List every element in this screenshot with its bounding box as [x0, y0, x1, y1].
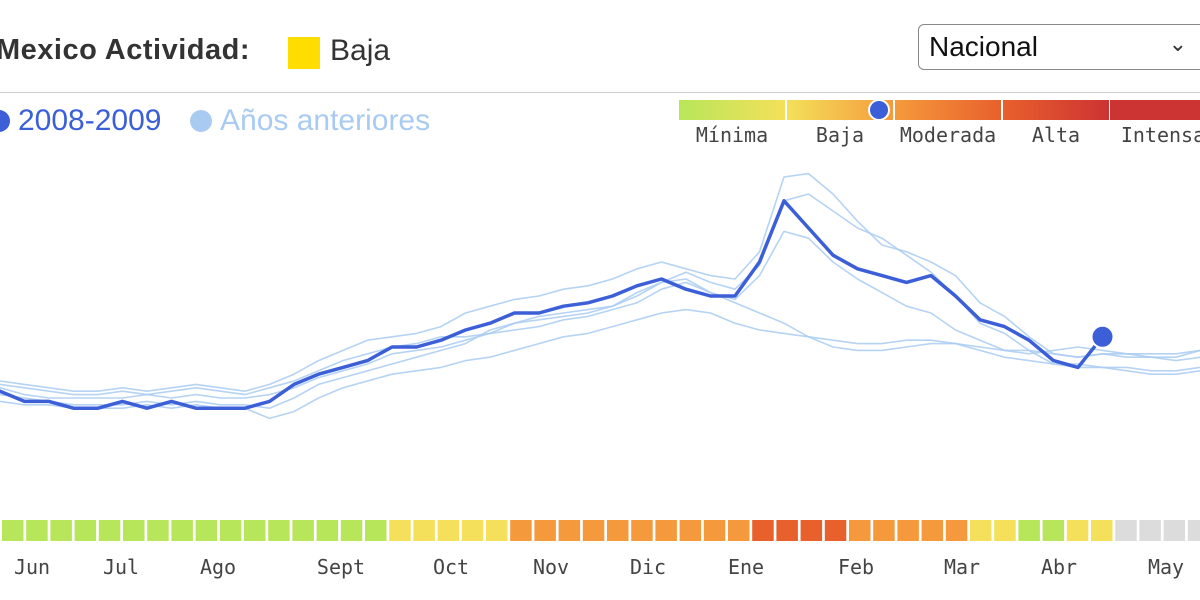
week-cell[interactable]: [244, 520, 266, 541]
series-line-previous-3: [0, 193, 1200, 409]
week-cell[interactable]: [703, 520, 726, 541]
region-select-value: Nacional: [929, 31, 1038, 62]
chart-lines: [0, 172, 1200, 420]
week-cell[interactable]: [776, 520, 798, 541]
month-label: Jun: [14, 555, 50, 579]
scale-current-marker: [868, 99, 890, 121]
series-line-previous-1: [0, 230, 1200, 399]
week-cell[interactable]: [268, 520, 290, 541]
week-cell[interactable]: [921, 520, 944, 541]
month-label: Dic: [630, 555, 666, 579]
month-label: Mar: [944, 555, 980, 579]
activity-level-swatch: [288, 37, 320, 69]
week-cell[interactable]: [340, 520, 363, 541]
week-cell[interactable]: [849, 520, 871, 541]
week-cell[interactable]: [74, 520, 97, 541]
month-label: Oct: [433, 555, 469, 579]
week-cell[interactable]: [50, 520, 72, 541]
week-cell[interactable]: [1115, 520, 1137, 541]
week-cell[interactable]: [389, 520, 411, 541]
week-cell[interactable]: [123, 520, 145, 541]
week-cell[interactable]: [582, 520, 605, 541]
chevron-down-icon: ⌄: [1168, 31, 1187, 56]
week-cell[interactable]: [800, 520, 823, 541]
header: Mexico Actividad: Baja Nacional ⌄: [0, 0, 1200, 92]
month-label: Feb: [838, 555, 874, 579]
month-label: Nov: [533, 555, 569, 579]
week-cell[interactable]: [679, 520, 702, 541]
week-cell[interactable]: [98, 520, 121, 541]
weekly-activity-strip: [2, 520, 1200, 541]
scale-label-1: Baja: [816, 123, 864, 147]
scale-segment-0: [679, 100, 785, 120]
week-cell[interactable]: [461, 520, 484, 541]
week-cell[interactable]: [994, 520, 1016, 541]
week-cell[interactable]: [316, 520, 339, 541]
legend-previous[interactable]: Años anteriores: [190, 104, 430, 138]
week-cell[interactable]: [486, 520, 508, 541]
month-label: Abr: [1041, 555, 1077, 579]
week-cell[interactable]: [510, 520, 532, 541]
scale-segment-4: [1110, 100, 1200, 120]
week-cell[interactable]: [752, 520, 774, 541]
current-week-point[interactable]: [1090, 324, 1115, 349]
week-cell[interactable]: [26, 520, 48, 541]
week-cell[interactable]: [1163, 520, 1186, 541]
week-cell[interactable]: [824, 520, 847, 541]
legend-current-label: 2008-2009: [18, 104, 162, 137]
month-label: Sept: [317, 555, 365, 579]
week-cell[interactable]: [147, 520, 169, 541]
legend-previous-label: Años anteriores: [220, 104, 431, 137]
week-cell[interactable]: [1042, 520, 1065, 541]
week-cell[interactable]: [365, 520, 387, 541]
series-line-previous-4: [0, 281, 1200, 396]
scale-segment-2: [895, 100, 1001, 120]
activity-level-label: Baja: [330, 34, 391, 67]
series-line-previous-5: [0, 308, 1200, 420]
scale-label-4: Intensa: [1121, 123, 1200, 147]
scale-segment-1: [787, 100, 893, 120]
week-cell[interactable]: [437, 520, 460, 541]
week-cell[interactable]: [873, 520, 895, 541]
scale-segment-3: [1003, 100, 1109, 120]
scale-label-0: Mínima: [696, 123, 768, 147]
week-cell[interactable]: [655, 520, 677, 541]
week-cell[interactable]: [171, 520, 193, 541]
region-select[interactable]: Nacional ⌄: [918, 24, 1200, 70]
series-line-current: [0, 199, 1105, 410]
week-cell[interactable]: [1091, 520, 1113, 541]
week-cell[interactable]: [945, 520, 968, 541]
page-title: Mexico Actividad:: [0, 34, 250, 66]
week-cell[interactable]: [970, 520, 992, 541]
legend-current-dot-icon: [0, 110, 10, 132]
week-cell[interactable]: [897, 520, 919, 541]
month-label: Ago: [200, 555, 236, 579]
week-cell[interactable]: [292, 520, 314, 541]
week-cell[interactable]: [195, 520, 218, 541]
legend-current[interactable]: 2008-2009: [0, 104, 161, 138]
week-cell[interactable]: [558, 520, 581, 541]
scale-label-2: Moderada: [900, 123, 996, 147]
week-cell[interactable]: [607, 520, 629, 541]
month-label: Jul: [103, 555, 139, 579]
series-line-previous-2: [0, 172, 1200, 392]
week-cell[interactable]: [1139, 520, 1161, 541]
month-label: May: [1148, 555, 1184, 579]
week-cell[interactable]: [413, 520, 435, 541]
week-cell[interactable]: [1066, 520, 1089, 541]
week-cell[interactable]: [1018, 520, 1040, 541]
week-cell[interactable]: [219, 520, 242, 541]
scale-label-3: Alta: [1032, 123, 1080, 147]
week-cell[interactable]: [1187, 520, 1200, 541]
x-axis-month-labels: Jun Jul Ago Sept Oct Nov Dic Ene Feb Mar Abr May: [14, 555, 1184, 579]
month-label: Ene: [728, 555, 764, 579]
header-divider: [0, 92, 1200, 93]
week-cell[interactable]: [2, 520, 24, 541]
week-cell[interactable]: [534, 520, 556, 541]
week-cell[interactable]: [728, 520, 750, 541]
activity-scale: Mínima Baja Moderada Alta Intensa: [679, 99, 1200, 147]
week-cell[interactable]: [631, 520, 653, 541]
legend-previous-dot-icon: [190, 110, 212, 132]
